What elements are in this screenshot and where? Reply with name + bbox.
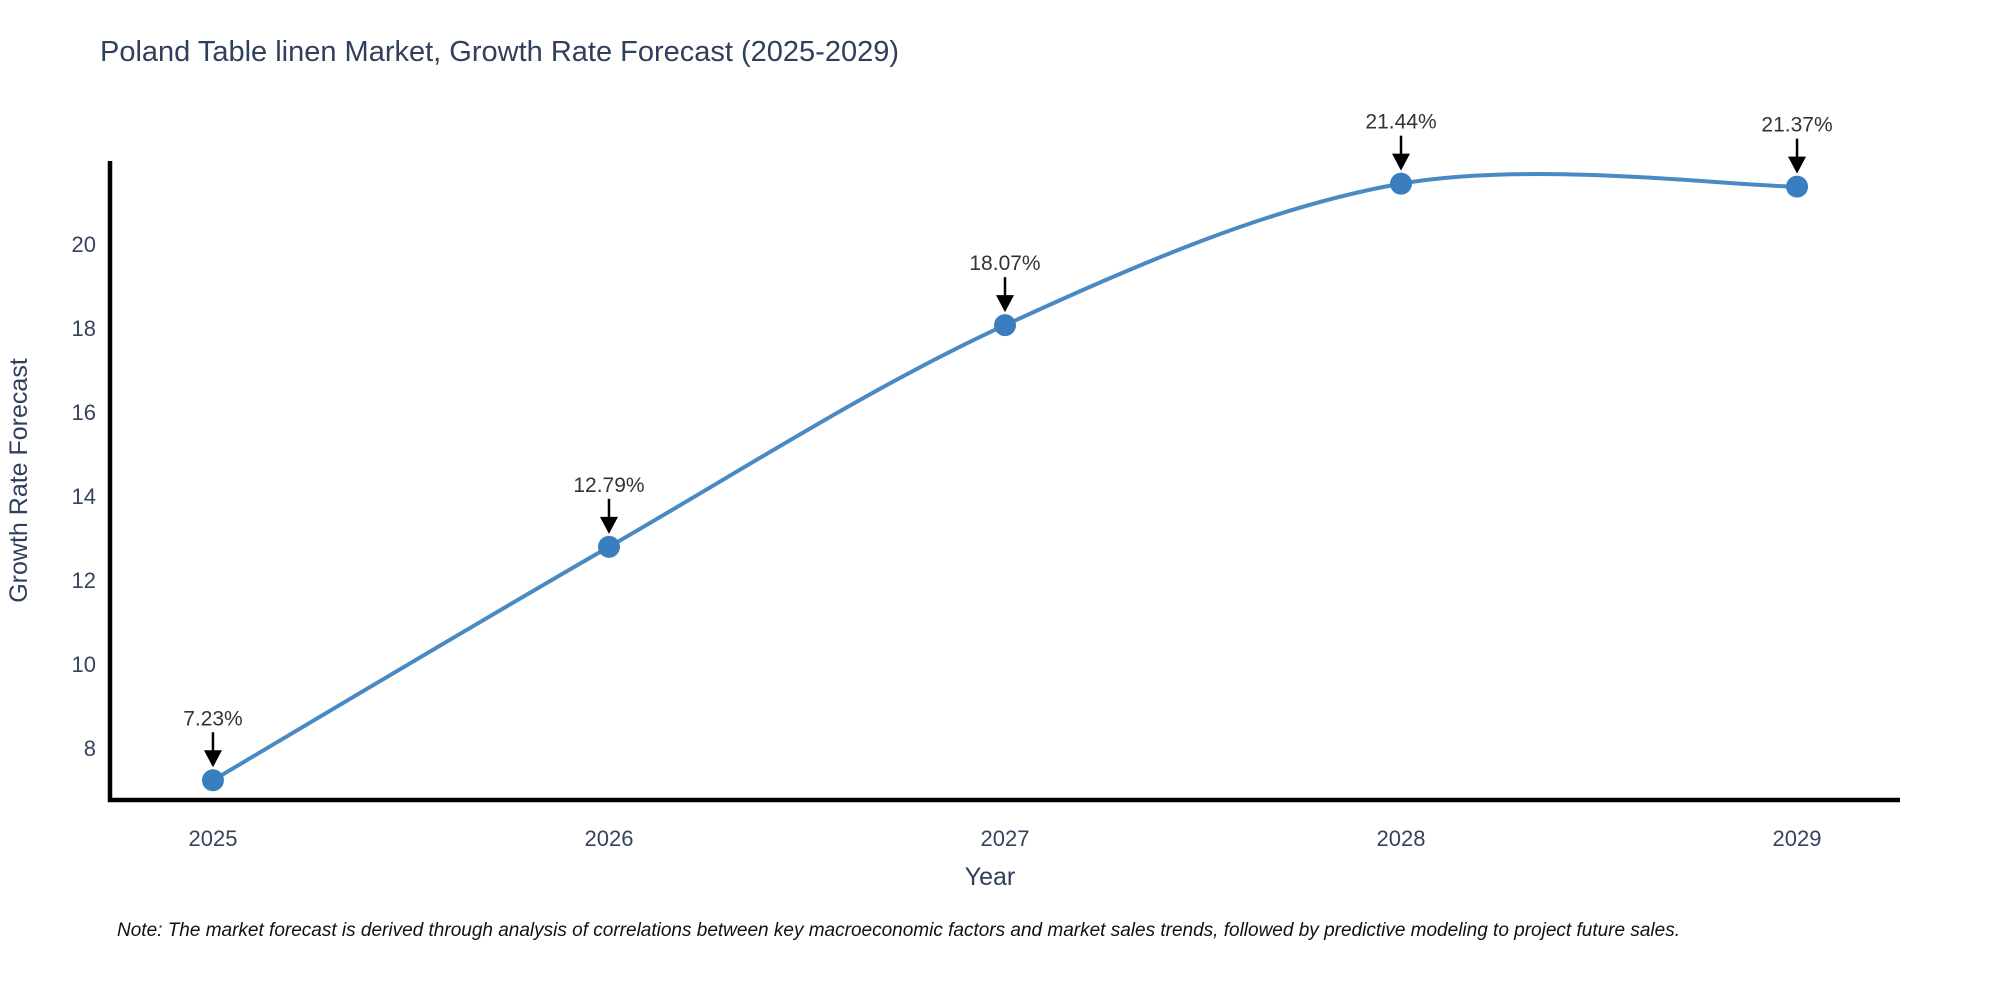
y-tick-label: 20 bbox=[72, 232, 96, 257]
y-tick-label: 18 bbox=[72, 316, 96, 341]
y-tick-label: 16 bbox=[72, 400, 96, 425]
data-point[interactable] bbox=[1786, 175, 1809, 198]
footnote: Note: The market forecast is derived thr… bbox=[117, 920, 1680, 941]
x-tick-label: 2025 bbox=[188, 826, 237, 851]
data-point-label: 21.37% bbox=[1761, 114, 1832, 137]
x-axis-title: Year bbox=[965, 863, 1016, 891]
y-tick-label: 14 bbox=[72, 484, 96, 509]
data-point-label: 18.07% bbox=[969, 252, 1040, 275]
y-tick-label: 12 bbox=[72, 568, 96, 593]
x-tick-label: 2029 bbox=[1773, 826, 1822, 851]
chart-title: Poland Table linen Market, Growth Rate F… bbox=[100, 36, 900, 68]
data-point[interactable] bbox=[1390, 172, 1413, 195]
y-tick-label: 10 bbox=[72, 652, 96, 677]
y-axis-title: Growth Rate Forecast bbox=[5, 358, 33, 603]
data-point[interactable] bbox=[201, 769, 224, 792]
data-point-label: 21.44% bbox=[1365, 111, 1436, 134]
data-point[interactable] bbox=[994, 314, 1016, 337]
x-tick-label: 2026 bbox=[585, 826, 634, 851]
data-point-label: 12.79% bbox=[573, 474, 644, 497]
x-tick-label: 2028 bbox=[1377, 826, 1426, 851]
data-point[interactable] bbox=[597, 535, 620, 558]
annotation-arrowhead bbox=[599, 516, 618, 534]
annotation-arrowhead bbox=[203, 750, 222, 768]
x-tick-label: 2027 bbox=[981, 826, 1030, 851]
y-tick-label: 8 bbox=[84, 736, 96, 761]
data-point-label: 7.23% bbox=[183, 707, 243, 730]
annotation-arrowhead bbox=[996, 295, 1014, 313]
annotation-arrowhead bbox=[1788, 156, 1807, 174]
annotation-arrowhead bbox=[1392, 153, 1411, 171]
